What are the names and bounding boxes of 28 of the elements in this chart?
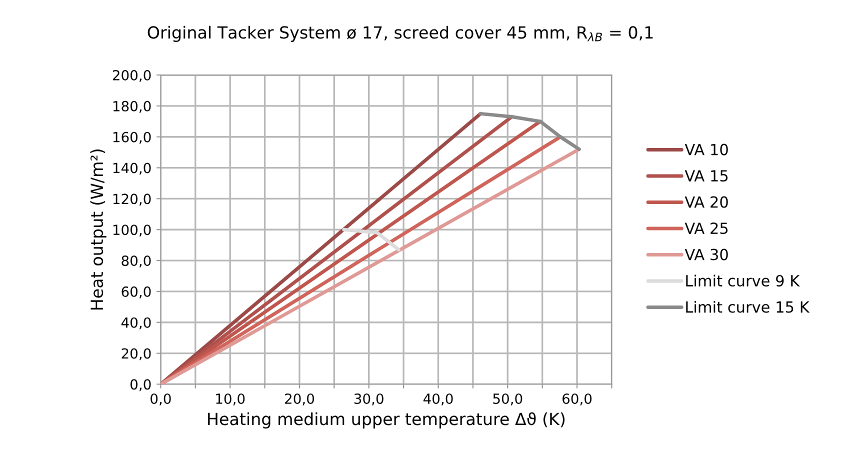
y-tick-label: 120,0 xyxy=(113,194,151,206)
y-tick-label: 200,0 xyxy=(112,70,151,82)
x-tick-label: 0,0 xyxy=(150,393,171,406)
y-tick-label: 160,0 xyxy=(113,132,151,144)
y-tick-label: 20,0 xyxy=(122,348,151,360)
legend-label: VA 15 xyxy=(684,170,728,182)
x-tick-label: 40,0 xyxy=(423,393,453,406)
y-tick-label: 80,0 xyxy=(122,256,151,268)
x-tick-label: 20,0 xyxy=(285,393,314,406)
x-tick-label: 50,0 xyxy=(493,393,522,406)
legend-label: VA 30 xyxy=(684,248,728,260)
x-tick-label: 30,0 xyxy=(354,393,384,406)
x-axis-title: Heating medium upper temperature Δϑ (K) xyxy=(208,412,565,428)
legend-label: Limit curve 9 K xyxy=(686,274,800,287)
y-tick-label: 40,0 xyxy=(121,317,151,330)
x-tick-label: 60,0 xyxy=(562,393,592,406)
y-tick-label: 140,0 xyxy=(113,162,151,175)
y-tick-label: 180,0 xyxy=(113,100,151,113)
x-tick-label: 10,0 xyxy=(216,393,245,406)
legend-label: Limit curve 15 K xyxy=(686,300,810,313)
chart-title: Original Tacker System ø 17, screed cover 45 mm, R$_{λB}$ = 0,1 xyxy=(148,26,653,42)
legend-label: VA 10 xyxy=(684,144,728,156)
y-axis-title: Heat output (W/m²) xyxy=(90,149,106,310)
y-tick-label: 0,0 xyxy=(130,379,151,392)
y-tick-label: 100,0 xyxy=(113,224,151,237)
legend-label: VA 25 xyxy=(684,222,728,234)
y-tick-label: 60,0 xyxy=(122,286,151,298)
legend-label: VA 20 xyxy=(684,196,728,208)
